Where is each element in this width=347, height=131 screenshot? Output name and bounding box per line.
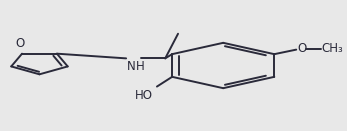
Text: CH₃: CH₃: [321, 42, 343, 55]
Text: N: N: [127, 60, 136, 73]
Text: H: H: [136, 60, 145, 73]
Text: O: O: [297, 42, 306, 55]
Text: O: O: [16, 37, 25, 50]
Text: HO: HO: [135, 89, 153, 102]
